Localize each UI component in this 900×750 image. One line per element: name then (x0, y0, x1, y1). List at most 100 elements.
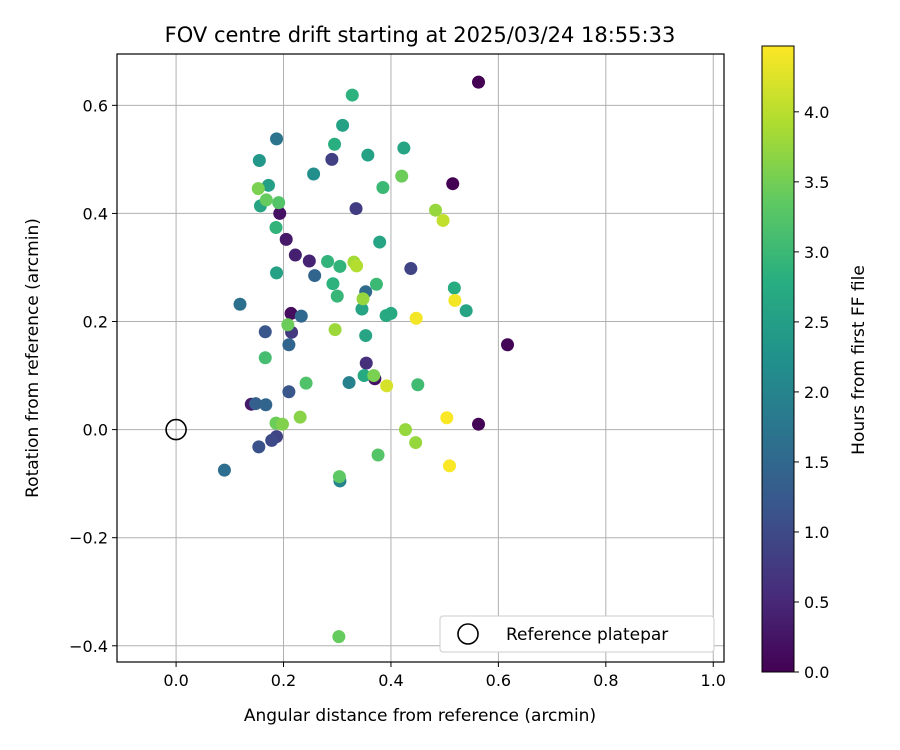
scatter-point (251, 182, 265, 196)
y-tick-label: 0.4 (83, 204, 108, 223)
scatter-point (330, 289, 344, 303)
scatter-point (361, 148, 375, 162)
scatter-point (409, 311, 423, 325)
legend-marker (457, 623, 479, 645)
colorbar-label: Hours from first FF file (849, 265, 869, 455)
scatter-point (397, 141, 411, 155)
scatter-point (261, 178, 275, 192)
legend-label: Reference platepar (506, 625, 668, 645)
scatter-point (355, 302, 369, 316)
scatter-point (269, 220, 283, 234)
scatter-point (233, 297, 247, 311)
scatter-point (356, 292, 370, 306)
scatter-point (411, 378, 425, 392)
scatter-point (299, 376, 313, 390)
colorbar-tick-label: 2.5 (804, 313, 829, 332)
reference-point (165, 418, 187, 441)
scatter-point (281, 318, 295, 332)
x-tick-label: 0.8 (593, 671, 618, 690)
scatter-point (380, 379, 394, 393)
colorbar-gradient (761, 45, 795, 673)
scatter-point (472, 417, 486, 431)
plot-frame (116, 53, 725, 663)
scatter-point (336, 118, 350, 132)
scatter-point (371, 448, 385, 462)
scatter-point (282, 385, 296, 399)
scatter-point (307, 167, 321, 181)
scatter-point (272, 196, 286, 210)
scatter-point (350, 259, 364, 273)
scatter-point (384, 306, 398, 320)
chart-title: FOV centre drift starting at 2025/03/24 … (165, 23, 676, 47)
y-tick-label: 0.6 (83, 96, 108, 115)
y-axis-ticks: −0.4 −0.2 0.0 0.2 0.4 0.6 (69, 96, 117, 656)
scatter-point (376, 180, 390, 194)
y-tick-label: 0.0 (83, 421, 108, 440)
x-tick-label: 1.0 (701, 671, 726, 690)
colorbar-tick-label: 4.0 (804, 103, 829, 122)
scatter-point (249, 397, 263, 411)
scatter-point (321, 255, 335, 269)
legend: Reference platepar (439, 615, 715, 653)
colorbar-tick-label: 3.0 (804, 243, 829, 262)
reference-marker-layer (165, 418, 187, 441)
colorbar-tick-label: 2.0 (804, 383, 829, 402)
scatter-point (359, 356, 373, 370)
scatter-point (328, 137, 342, 151)
scatter-point (342, 376, 356, 390)
scatter-point (284, 306, 298, 320)
scatter-point (258, 325, 272, 339)
scatter-point (328, 323, 342, 337)
scatter-point (398, 423, 412, 437)
scatter-point (259, 398, 273, 412)
scatter-point (345, 88, 359, 102)
scatter-point (395, 169, 409, 183)
scatter-point (409, 436, 423, 450)
x-tick-label: 0.6 (486, 671, 511, 690)
scatter-point (279, 232, 293, 246)
y-tick-label: 0.2 (83, 313, 108, 332)
x-axis-label: Angular distance from reference (arcmin) (244, 706, 596, 726)
x-axis-ticks: 0.0 0.2 0.4 0.6 0.8 1.0 (163, 662, 726, 690)
scatter-point (443, 459, 457, 473)
scatter-point (270, 132, 284, 146)
scatter-point (252, 440, 266, 454)
scatter-point (367, 369, 381, 383)
scatter-point (349, 202, 363, 216)
scatter-point (273, 206, 287, 220)
scatter-point (265, 433, 279, 447)
x-tick-label: 0.2 (271, 671, 296, 690)
scatter-point (217, 463, 231, 477)
grid-lines (117, 54, 724, 662)
scatter-point (294, 309, 308, 323)
scatter-point (459, 304, 473, 318)
legend-box (439, 615, 715, 653)
colorbar-tick-label: 3.5 (804, 173, 829, 192)
scatter-point (373, 235, 387, 249)
colorbar-tick-label: 1.0 (804, 523, 829, 542)
scatter-point (275, 417, 289, 431)
scatter-point (308, 269, 322, 283)
y-tick-label: −0.2 (69, 529, 108, 548)
scatter-point (440, 411, 454, 425)
scatter-point (333, 259, 347, 273)
colorbar-tick-label: 1.5 (804, 453, 829, 472)
colorbar-tick-label: 0.0 (804, 663, 829, 682)
scatter-point (270, 266, 284, 280)
scatter-point (325, 152, 339, 166)
scatter-point (404, 262, 418, 276)
scatter-point (282, 338, 296, 352)
plot-background (117, 54, 724, 662)
scatter-point (332, 470, 346, 484)
colorbar-tick-label: 0.5 (804, 593, 829, 612)
scatter-points (217, 75, 515, 644)
x-tick-label: 0.0 (163, 671, 188, 690)
scatter-point (252, 153, 266, 167)
y-tick-label: −0.4 (69, 637, 108, 656)
scatter-point (259, 193, 273, 207)
scatter-point (288, 248, 302, 262)
colorbar-ticks: 0.0 0.5 1.0 1.5 2.0 2.5 3.0 3.5 4.0 (794, 103, 829, 682)
scatter-point (369, 277, 383, 291)
scatter-point (429, 203, 443, 217)
